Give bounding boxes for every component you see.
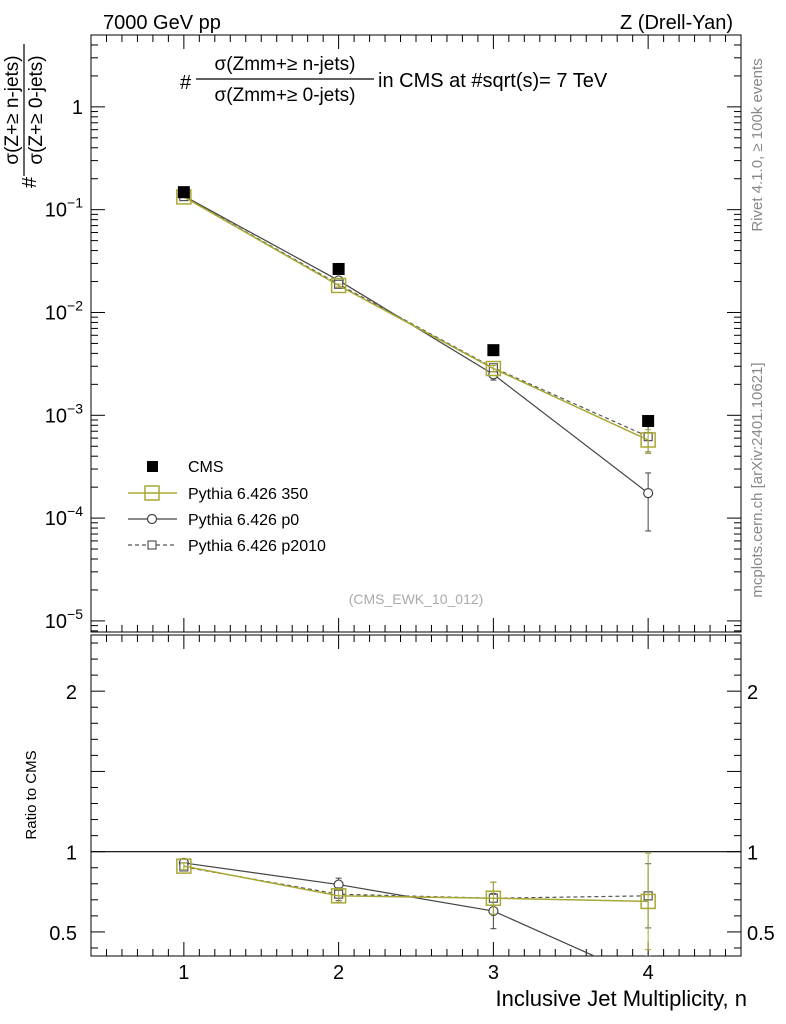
- ratio-point-pythia350: [330, 888, 347, 904]
- rivet-label: Rivet 4.1.0, ≥ 100k events: [749, 58, 766, 231]
- main-title-numerator: σ(Zmm+≥ n-jets): [215, 54, 356, 75]
- header-right: Z (Drell-Yan): [620, 12, 733, 34]
- main-ytick-label: 10−2: [45, 297, 83, 324]
- main-point-pythia350: [485, 360, 502, 377]
- ratio-line-p0: [183, 862, 596, 956]
- x-axis-label: Inclusive Jet Multiplicity, n: [496, 986, 747, 1011]
- ratio-ytick-label-left: 2: [66, 682, 77, 704]
- legend-entry-cms: CMS: [147, 459, 224, 476]
- main-y-ticks: 1 10−1 10−2 10−3 10−4 10−5: [45, 34, 741, 633]
- main-line-pythia350: [183, 196, 649, 441]
- ratio-point-pythia350: [640, 893, 656, 910]
- ratio-ytick-label-right: 1: [747, 843, 758, 865]
- legend-entry-p0: Pythia 6.426 p0: [128, 512, 299, 529]
- main-point-p0: [643, 488, 654, 499]
- ratio-ylabel: Ratio to CMS: [23, 750, 40, 839]
- legend-entry-pythia350: Pythia 6.426 350: [128, 485, 308, 503]
- legend-marker-p0: [146, 513, 158, 525]
- main-line-p2010: [183, 196, 649, 438]
- main-ylabel: # σ(Z+≥ n-jets) σ(Z+≥ 0-jets): [2, 44, 47, 188]
- main-title-hash: #: [180, 72, 192, 94]
- ratio-point-pythia350: [176, 858, 192, 874]
- ratio-y-ticks: 0.5 0.5 1 1 2 2: [49, 642, 775, 949]
- legend-label-p0: Pythia 6.426 p0: [188, 512, 299, 529]
- legend-label-cms: CMS: [188, 459, 224, 476]
- mcplots-label: mcplots.cern.ch [arXiv:2401.10621]: [749, 362, 766, 597]
- ratio-line-pythia350: [183, 865, 649, 903]
- main-ylabel-denominator: σ(Z+≥ 0-jets): [26, 55, 47, 164]
- ratio-line-p2010: [183, 866, 649, 899]
- legend-marker-p2010: [147, 540, 157, 550]
- main-point-pythia350: [330, 277, 347, 294]
- ratio-ytick-label-right: 2: [747, 682, 758, 704]
- main-title-denominator: σ(Zmm+≥ 0-jets): [215, 85, 356, 106]
- main-ylabel-numerator: σ(Z+≥ n-jets): [2, 55, 23, 164]
- main-ytick-label: 10−3: [45, 400, 83, 427]
- legend-entry-p2010: Pythia 6.426 p2010: [128, 538, 326, 555]
- x-ticks: 1 2 3 4: [105, 35, 727, 984]
- main-cms-point: [487, 344, 500, 357]
- main-ylabel-hash: #: [19, 176, 41, 188]
- legend-marker-cms: [147, 461, 158, 472]
- main-title: # σ(Zmm+≥ n-jets) σ(Zmm+≥ 0-jets) in CMS…: [180, 54, 608, 106]
- main-line-p0: [183, 195, 649, 494]
- x-tick-label: 2: [333, 962, 344, 984]
- main-ytick-label: 10−1: [45, 195, 83, 222]
- main-cms-point: [332, 262, 345, 275]
- legend-label-pythia350: Pythia 6.426 350: [188, 486, 308, 503]
- header-left: 7000 GeV pp: [103, 12, 221, 34]
- main-ytick-label: 1: [72, 97, 83, 119]
- main-ytick-label: 10−5: [45, 606, 83, 633]
- main-cms-point: [642, 414, 655, 427]
- main-series: [176, 186, 656, 532]
- legend-marker-pythia350: [144, 485, 160, 501]
- legend-label-p2010: Pythia 6.426 p2010: [188, 538, 326, 555]
- x-tick-label: 3: [488, 962, 499, 984]
- x-tick-label: 4: [643, 962, 654, 984]
- ratio-ytick-label-left: 0.5: [49, 923, 77, 945]
- main-cms-point: [177, 186, 190, 199]
- main-point-pythia350: [640, 432, 656, 448]
- main-title-rest: in CMS at #sqrt(s)= 7 TeV: [378, 70, 608, 92]
- ratio-point-pythia350: [485, 890, 502, 906]
- ratio-series: [176, 852, 656, 956]
- analysis-watermark: (CMS_EWK_10_012): [349, 591, 484, 607]
- main-ytick-label: 10−4: [45, 503, 83, 530]
- ratio-ytick-label-left: 1: [66, 843, 77, 865]
- x-tick-label: 1: [178, 962, 189, 984]
- ratio-ytick-label-right: 0.5: [747, 923, 775, 945]
- legend: CMS Pythia 6.426 350 Pythia 6.426 p0 Pyt…: [128, 459, 326, 555]
